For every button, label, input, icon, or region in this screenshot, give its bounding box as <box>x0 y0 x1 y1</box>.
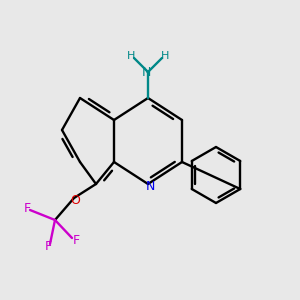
Text: O: O <box>70 194 80 206</box>
Text: F: F <box>72 235 80 248</box>
Text: N: N <box>141 65 151 79</box>
Text: F: F <box>23 202 31 214</box>
Text: H: H <box>127 51 135 61</box>
Text: N: N <box>145 181 155 194</box>
Text: F: F <box>44 241 52 254</box>
Text: H: H <box>161 51 169 61</box>
